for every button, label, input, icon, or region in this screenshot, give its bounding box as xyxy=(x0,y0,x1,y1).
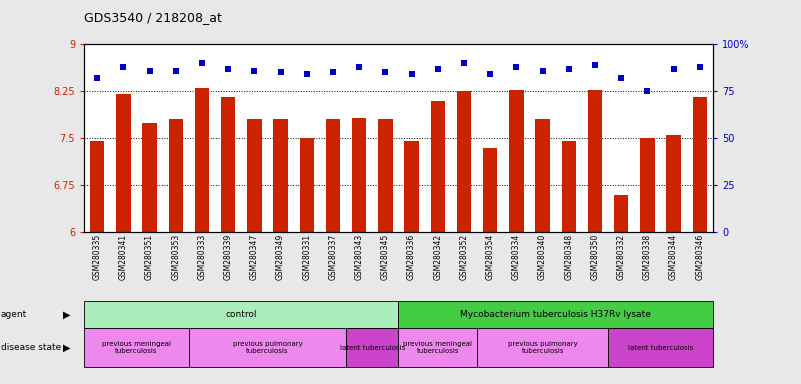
Text: GSM280337: GSM280337 xyxy=(328,234,337,280)
Bar xyxy=(221,98,235,232)
Bar xyxy=(405,141,419,232)
Text: GSM280339: GSM280339 xyxy=(223,234,233,280)
Point xyxy=(615,75,628,81)
Text: agent: agent xyxy=(1,310,27,319)
Point xyxy=(694,64,706,70)
Point xyxy=(589,62,602,68)
Point xyxy=(143,68,156,74)
Text: ▶: ▶ xyxy=(62,343,70,353)
Bar xyxy=(90,141,104,232)
Text: previous meningeal
tuberculosis: previous meningeal tuberculosis xyxy=(403,341,473,354)
Bar xyxy=(273,119,288,232)
Text: GSM280348: GSM280348 xyxy=(564,234,574,280)
Bar xyxy=(168,119,183,232)
Point xyxy=(248,68,261,74)
Text: GSM280349: GSM280349 xyxy=(276,234,285,280)
Point xyxy=(300,71,313,77)
Point xyxy=(352,64,365,70)
Bar xyxy=(640,138,654,232)
Point xyxy=(405,71,418,77)
Text: latent tuberculosis: latent tuberculosis xyxy=(340,344,405,351)
Bar xyxy=(483,148,497,232)
Point xyxy=(327,69,340,75)
Text: previous pulmonary
tuberculosis: previous pulmonary tuberculosis xyxy=(232,341,302,354)
Bar xyxy=(189,328,346,367)
Text: GDS3540 / 218208_at: GDS3540 / 218208_at xyxy=(84,12,222,25)
Text: GSM280350: GSM280350 xyxy=(590,234,599,280)
Bar xyxy=(84,328,189,367)
Bar xyxy=(562,141,576,232)
Text: GSM280352: GSM280352 xyxy=(460,234,469,280)
Text: GSM280351: GSM280351 xyxy=(145,234,154,280)
Text: GSM280335: GSM280335 xyxy=(93,234,102,280)
Point xyxy=(222,66,235,72)
Point xyxy=(195,60,208,66)
Text: ▶: ▶ xyxy=(62,310,70,320)
Text: GSM280336: GSM280336 xyxy=(407,234,416,280)
Bar xyxy=(608,328,713,367)
Point xyxy=(536,68,549,74)
Bar xyxy=(300,138,314,232)
Bar xyxy=(457,91,471,232)
Text: latent tuberculosis: latent tuberculosis xyxy=(628,344,693,351)
Text: GSM280332: GSM280332 xyxy=(617,234,626,280)
Point xyxy=(457,60,470,66)
Text: previous meningeal
tuberculosis: previous meningeal tuberculosis xyxy=(102,341,171,354)
Bar xyxy=(378,119,392,232)
Bar xyxy=(352,118,366,232)
Point xyxy=(484,71,497,77)
Bar xyxy=(535,119,549,232)
Text: GSM280347: GSM280347 xyxy=(250,234,259,280)
Bar xyxy=(666,135,681,232)
Bar xyxy=(431,101,445,232)
Text: GSM280344: GSM280344 xyxy=(669,234,678,280)
Text: GSM280343: GSM280343 xyxy=(355,234,364,280)
Text: GSM280331: GSM280331 xyxy=(302,234,312,280)
Text: GSM280334: GSM280334 xyxy=(512,234,521,280)
Bar xyxy=(346,328,399,367)
Text: control: control xyxy=(226,310,257,319)
Bar xyxy=(398,301,713,328)
Bar xyxy=(143,122,157,232)
Bar xyxy=(326,119,340,232)
Bar xyxy=(248,119,262,232)
Bar xyxy=(195,88,209,232)
Bar xyxy=(614,195,629,232)
Point xyxy=(667,66,680,72)
Bar xyxy=(398,328,477,367)
Point xyxy=(432,66,445,72)
Bar xyxy=(693,98,707,232)
Text: GSM280341: GSM280341 xyxy=(119,234,128,280)
Text: GSM280346: GSM280346 xyxy=(695,234,704,280)
Point xyxy=(274,69,287,75)
Text: GSM280353: GSM280353 xyxy=(171,234,180,280)
Point xyxy=(562,66,575,72)
Bar xyxy=(509,90,524,232)
Point xyxy=(510,64,523,70)
Text: GSM280345: GSM280345 xyxy=(381,234,390,280)
Bar xyxy=(477,328,608,367)
Text: GSM280338: GSM280338 xyxy=(643,234,652,280)
Bar xyxy=(588,90,602,232)
Text: GSM280354: GSM280354 xyxy=(485,234,495,280)
Text: GSM280333: GSM280333 xyxy=(198,234,207,280)
Text: previous pulmonary
tuberculosis: previous pulmonary tuberculosis xyxy=(508,341,578,354)
Text: GSM280342: GSM280342 xyxy=(433,234,442,280)
Text: disease state: disease state xyxy=(1,343,61,352)
Point xyxy=(169,68,182,74)
Bar xyxy=(116,94,131,232)
Text: GSM280340: GSM280340 xyxy=(538,234,547,280)
Bar xyxy=(84,301,398,328)
Point xyxy=(641,88,654,94)
Point xyxy=(117,64,130,70)
Point xyxy=(91,75,103,81)
Text: Mycobacterium tuberculosis H37Rv lysate: Mycobacterium tuberculosis H37Rv lysate xyxy=(461,310,651,319)
Point xyxy=(379,69,392,75)
